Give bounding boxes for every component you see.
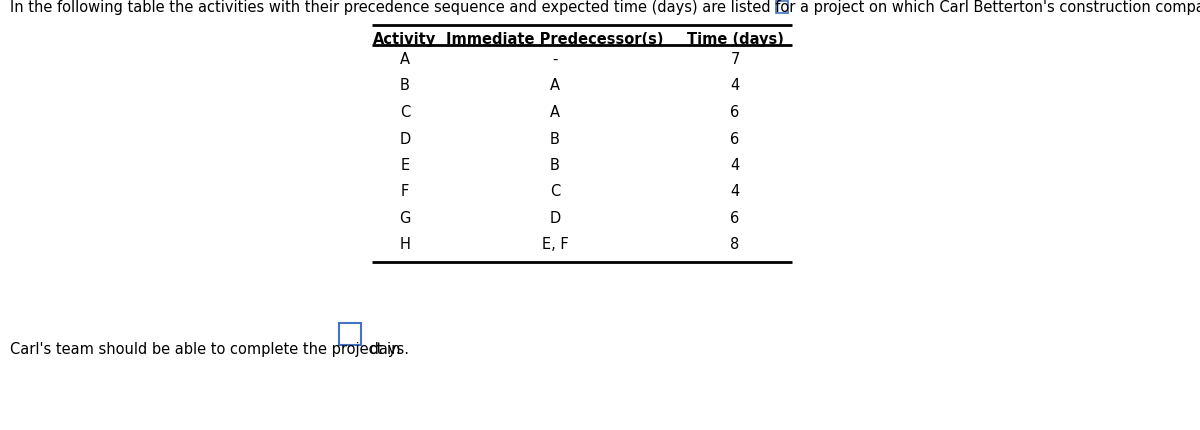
Text: A: A bbox=[550, 105, 560, 120]
Text: E: E bbox=[401, 158, 409, 173]
Text: C: C bbox=[400, 105, 410, 120]
Text: G: G bbox=[400, 211, 410, 226]
Text: H: H bbox=[400, 237, 410, 252]
Text: Activity: Activity bbox=[373, 32, 437, 47]
Text: days.: days. bbox=[366, 342, 409, 357]
Text: 6: 6 bbox=[731, 211, 739, 226]
Text: Immediate Predecessor(s): Immediate Predecessor(s) bbox=[446, 32, 664, 47]
Text: Time (days): Time (days) bbox=[686, 32, 784, 47]
Text: F: F bbox=[401, 184, 409, 200]
Text: 4: 4 bbox=[731, 158, 739, 173]
Text: In the following table the activities with their precedence sequence and expecte: In the following table the activities wi… bbox=[10, 0, 1200, 15]
Text: D: D bbox=[400, 132, 410, 147]
Text: E, F: E, F bbox=[541, 237, 569, 252]
Text: D: D bbox=[550, 211, 560, 226]
Text: A: A bbox=[400, 52, 410, 67]
Text: B: B bbox=[550, 132, 560, 147]
Text: 4: 4 bbox=[731, 184, 739, 200]
Text: B: B bbox=[550, 158, 560, 173]
Text: A: A bbox=[550, 79, 560, 93]
Text: 8: 8 bbox=[731, 237, 739, 252]
Text: 6: 6 bbox=[731, 132, 739, 147]
Text: 7: 7 bbox=[731, 52, 739, 67]
Text: 6: 6 bbox=[731, 105, 739, 120]
Text: B: B bbox=[400, 79, 410, 93]
Text: Carl's team should be able to complete the project in: Carl's team should be able to complete t… bbox=[10, 342, 406, 357]
Text: -: - bbox=[552, 52, 558, 67]
Text: 4: 4 bbox=[731, 79, 739, 93]
Text: C: C bbox=[550, 184, 560, 200]
